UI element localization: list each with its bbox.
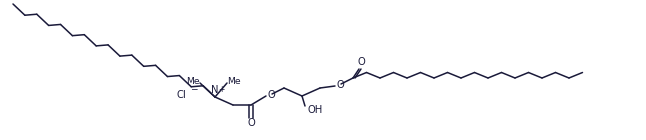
- Text: O: O: [267, 90, 275, 100]
- Text: Me: Me: [227, 76, 241, 86]
- Text: +: +: [218, 85, 224, 94]
- Text: N: N: [211, 85, 219, 95]
- Text: Cl: Cl: [176, 90, 186, 100]
- Text: Me: Me: [186, 76, 200, 86]
- Text: O: O: [247, 118, 255, 128]
- Text: O: O: [357, 57, 365, 67]
- Text: OH: OH: [307, 105, 322, 115]
- Text: −: −: [191, 85, 198, 94]
- Text: O: O: [336, 80, 344, 90]
